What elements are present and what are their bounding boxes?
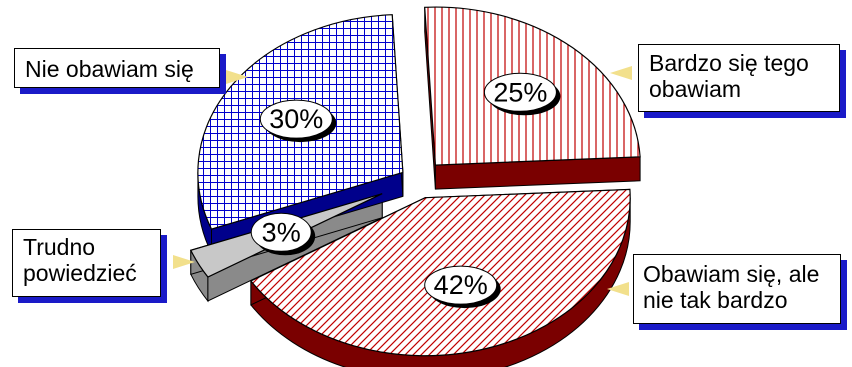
callout-obawiam-sie-ale: Obawiam się, ale nie tak bardzo (633, 254, 841, 324)
value-label-3: 30% (269, 104, 323, 134)
callout-bardzo-sie-obawiam: Bardzo się tego obawiam (638, 44, 840, 112)
callout-arrow-1 (610, 66, 632, 80)
callout-arrow-2 (607, 282, 629, 296)
value-label-bubble-1 (424, 265, 498, 305)
value-label-bubble-0 (483, 72, 557, 112)
callout-arrow-3 (173, 255, 195, 269)
callout-nie-obawiam-sie: Nie obawiam się (14, 48, 220, 88)
value-label-bubble-2 (250, 212, 312, 252)
value-label-0: 25% (493, 77, 547, 107)
value-label-bubble-3 (259, 99, 333, 139)
value-label-2: 3% (262, 217, 301, 247)
callout-arrow-4 (226, 70, 248, 84)
callout-trudno-powiedziec: Trudno powiedzieć (12, 229, 161, 297)
value-label-1: 42% (434, 270, 488, 300)
